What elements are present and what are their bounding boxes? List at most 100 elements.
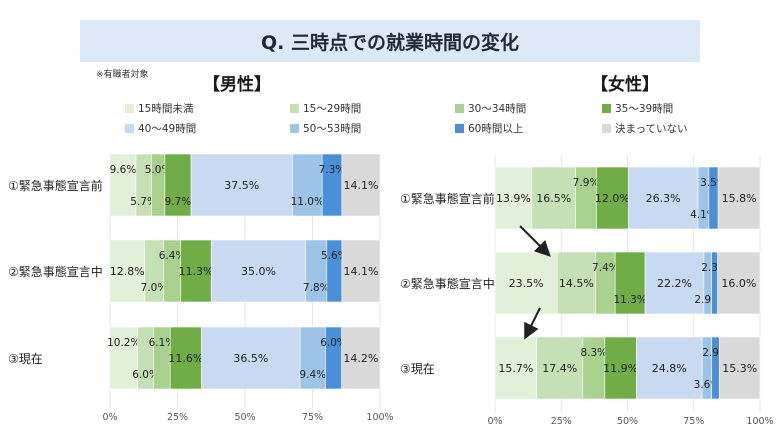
data-label: 15.8% [722,192,757,205]
data-label: 35.0% [241,265,276,278]
data-label: 6.0% [132,369,159,381]
chart-title-banner: Q. 三時点での就業時間の変化 [80,20,700,62]
bar-segment [717,251,761,315]
data-label: 13.9% [496,192,531,205]
data-label: 17.4% [542,362,577,375]
data-label: 5.6% [321,250,348,262]
data-label: 14.1% [343,265,378,278]
legend-swatch [125,124,134,133]
data-label: 11.3% [179,265,214,278]
bar-segment [341,153,381,217]
legend-label: 40～49時間 [138,123,196,135]
legend-label: 15～29時間 [303,103,361,115]
data-label: 9.7% [165,196,192,208]
bar-segment [614,251,646,315]
data-label: 16.0% [721,277,756,290]
bar-segment [341,239,381,303]
bar-segment [536,336,584,400]
data-label: 14.5% [559,277,594,290]
category-label: ①緊急事態宣言前 [8,178,103,193]
x-tick-label: 75% [302,412,323,423]
bar-segment [201,326,301,390]
data-label: 7.4% [592,262,619,274]
data-label: 6.4% [159,250,186,262]
legend-label: 35～39時間 [615,103,673,115]
data-label: 10.2% [107,337,140,349]
bar-segment [717,166,761,230]
chart-title: Q. 三時点での就業時間の変化 [261,31,519,54]
data-label: 11.3% [613,294,646,306]
legend-label: 15時間未満 [138,103,194,115]
data-label: 6.0% [320,337,347,349]
data-label: 15.7% [498,362,533,375]
legend-swatch [455,124,464,133]
data-label: 11.6% [168,352,203,365]
data-label: 37.5% [224,179,259,192]
x-tick-label: 0% [487,416,502,427]
legend-label: 50～53時間 [303,123,361,135]
bar-segment [190,153,293,217]
bar-segment [292,153,323,217]
legend-swatch [602,124,611,133]
data-label: 12.8% [110,265,145,278]
bar-segment [494,251,558,315]
legend-label: 60時間以上 [468,123,523,135]
bar-segment [210,239,307,303]
x-tick-label: 75% [683,416,704,427]
data-label: 14.2% [343,352,378,365]
bar-segment [109,239,145,303]
x-tick-label: 50% [234,412,255,423]
data-label: 16.5% [536,192,571,205]
panel-title: 【男性】 [203,74,271,95]
bar-segment [180,239,212,303]
bar-segment [299,326,326,390]
data-label: 9.6% [110,164,137,176]
data-label: 7.3% [319,164,346,176]
x-tick-label: 25% [167,412,188,423]
footnote: ※有職者対象 [96,70,149,80]
legend-swatch [455,104,464,113]
bar-segment [494,336,537,400]
category-label: ②緊急事態宣言中 [400,276,495,291]
legend-swatch [290,104,299,113]
bar-segment [719,336,761,400]
data-label: 26.3% [646,192,681,205]
data-label: 15.3% [722,362,757,375]
data-label: 23.5% [509,277,544,290]
trend-arrow [519,225,551,257]
bar-segment [596,166,629,230]
data-label: 7.9% [573,177,600,189]
data-label: 11.0% [291,196,324,208]
data-label: 9.4% [299,369,326,381]
x-tick-label: 50% [617,416,638,427]
bar-segment [636,336,703,400]
bar-segment [644,251,705,315]
x-tick-label: 0% [102,412,117,423]
data-label: 22.2% [657,277,692,290]
data-label: 6.1% [149,337,176,349]
category-label: ①緊急事態宣言前 [400,191,495,206]
data-label: 12.0% [595,192,630,205]
bar-segment [604,336,637,400]
panel-title: 【女性】 [591,74,659,95]
data-label: 24.8% [652,362,687,375]
data-label: 7.0% [141,282,168,294]
category-label: ③現在 [400,362,435,376]
legend-swatch [290,124,299,133]
x-tick-label: 100% [746,416,773,427]
bar-segment [556,251,596,315]
data-label: 8.3% [580,347,607,359]
bar-segment [341,326,381,390]
data-label: 36.5% [233,352,268,365]
legend-label: 決まっていない [615,123,688,135]
data-label: 7.8% [303,282,330,294]
data-label: 11.9% [603,362,638,375]
legend-swatch [602,104,611,113]
x-tick-label: 25% [551,416,572,427]
bar-segment [164,153,192,217]
bar-segment [109,326,138,390]
category-label: ③現在 [8,352,43,366]
trend-arrow [524,307,541,340]
x-tick-label: 100% [366,412,393,423]
